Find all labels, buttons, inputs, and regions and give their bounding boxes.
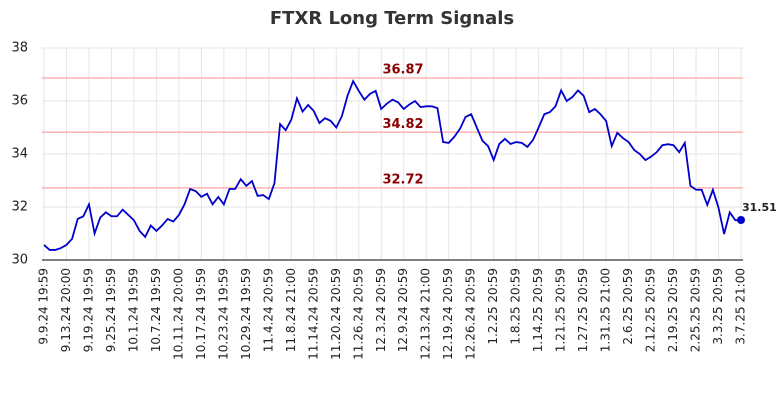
x-tick-label: 10.29.24 19:59 [239,268,253,360]
x-tick-label: 3.3.25 20:59 [711,268,725,345]
signal-label: 34.82 [382,117,423,132]
price-line [43,79,742,251]
last-point [737,215,745,224]
x-tick-label: 9.19.24 19:59 [81,268,95,352]
x-tick-label: 12.9.24 20:59 [396,268,410,352]
x-tick-label: 11.26.24 20:59 [351,268,365,360]
x-tick-label: 1.2.25 20:59 [486,268,500,345]
x-tick-label: 2.6.25 20:59 [621,268,635,345]
x-tick-label: 10.17.24 19:59 [194,268,208,360]
x-tick-label: 9.25.24 19:59 [104,268,118,352]
x-tick-label: 9.13.24 20:00 [59,268,73,352]
chart-title: FTXR Long Term Signals [270,8,514,29]
y-tick-label: 32 [11,200,28,215]
x-tick-label: 12.19.24 20:59 [441,268,455,360]
x-tick-label: 9.9.24 19:59 [37,268,51,345]
x-tick-label: 1.31.25 21:00 [599,268,613,352]
y-tick-label: 36 [11,94,28,109]
x-tick-label: 12.3.24 20:59 [374,268,388,352]
x-tick-label: 11.20.24 20:59 [329,268,343,360]
x-tick-label: 2.25.25 20:59 [689,268,703,352]
x-tick-label: 3.7.25 21:00 [734,268,748,345]
x-tick-label: 10.1.24 19:59 [126,268,140,352]
y-tick-label: 30 [11,253,28,268]
x-tick-label: 2.19.25 20:59 [666,268,680,352]
x-tick-label: 1.8.25 20:59 [509,268,523,345]
x-tick-label: 10.23.24 19:59 [216,268,230,360]
x-tick-label: 11.4.24 20:59 [261,268,275,352]
x-tick-label: 11.14.24 20:59 [306,268,320,360]
signal-label: 32.72 [382,172,423,187]
x-tick-label: 12.13.24 21:00 [419,268,433,360]
x-tick-label: 2.12.25 20:59 [644,268,658,352]
y-tick-label: 38 [11,41,28,56]
x-tick-label: 1.21.25 20:59 [554,268,568,352]
x-tick-label: 1.27.25 20:59 [576,268,590,352]
x-tick-label: 11.8.24 21:00 [284,268,298,352]
last-value-label: 31.51 [742,201,777,214]
x-tick-label: 10.7.24 19:59 [149,268,163,352]
signal-label: 36.87 [382,62,423,77]
x-tick-label: 10.11.24 20:00 [171,268,185,360]
x-tick-label: 1.14.25 20:59 [531,268,545,352]
y-tick-label: 34 [11,147,28,162]
x-tick-label: 12.26.24 20:59 [464,268,478,360]
